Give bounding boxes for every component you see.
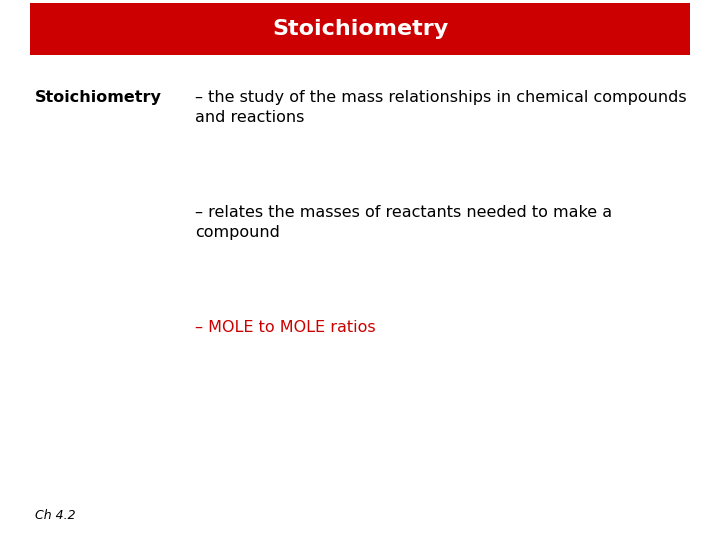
FancyBboxPatch shape xyxy=(30,3,690,55)
Text: Stoichiometry: Stoichiometry xyxy=(272,19,448,39)
Text: Ch 4.2: Ch 4.2 xyxy=(35,509,76,522)
Text: – MOLE to MOLE ratios: – MOLE to MOLE ratios xyxy=(195,320,376,335)
Text: – the study of the mass relationships in chemical compounds
and reactions: – the study of the mass relationships in… xyxy=(195,90,687,125)
Text: – relates the masses of reactants needed to make a
compound: – relates the masses of reactants needed… xyxy=(195,205,612,240)
Text: Stoichiometry: Stoichiometry xyxy=(35,90,162,105)
